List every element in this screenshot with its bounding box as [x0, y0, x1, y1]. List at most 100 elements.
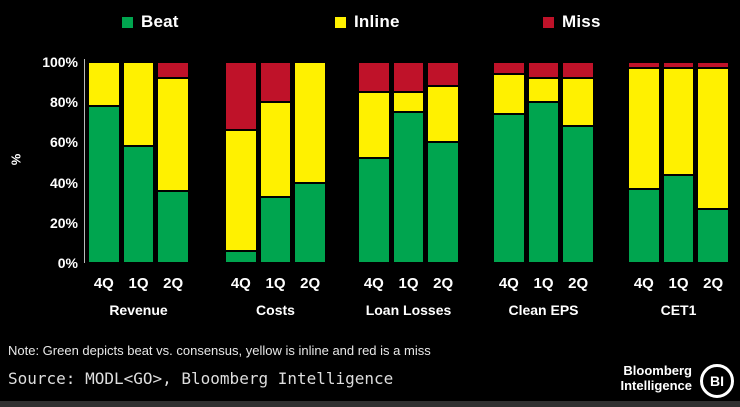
segment-miss [628, 62, 660, 69]
x-tick-1q: 1Q [668, 275, 689, 292]
segment-inline [427, 86, 460, 143]
segment-miss [358, 62, 390, 93]
stacked-bar-1q [392, 62, 425, 263]
segment-beat [294, 182, 327, 263]
segment-beat [358, 158, 390, 263]
legend-item-inline: Inline [335, 12, 400, 32]
segment-inline [392, 92, 425, 113]
segment-inline [493, 74, 525, 115]
x-axis-labels: 4Q 1Q 2Q Revenue 4Q 1Q 2Q Costs 4Q 1Q 2Q Loan Losse… [88, 275, 735, 325]
group-ticks: 4Q 1Q 2Q [628, 275, 729, 292]
segment-beat [527, 102, 560, 263]
segment-miss [427, 62, 460, 87]
stacked-bar-1q [662, 62, 695, 263]
bottom-divider [0, 401, 740, 407]
segment-inline [562, 78, 595, 127]
y-tick-80: 80% [49, 94, 78, 111]
y-axis-line [84, 59, 85, 263]
x-tick-1q: 1Q [265, 275, 286, 292]
group-title-row: Loan Losses [358, 302, 459, 318]
group-ticks: 4Q 1Q 2Q [493, 275, 594, 292]
plot-area [88, 62, 735, 263]
group-title: Revenue [109, 302, 168, 318]
y-axis-ticks: 0% 20% 40% 60% 80% 100% [0, 54, 78, 271]
segment-inline [157, 78, 190, 191]
stacked-bar-2q [157, 62, 190, 263]
segment-beat [697, 208, 730, 263]
segment-miss [697, 62, 730, 69]
legend-item-miss: Miss [543, 12, 601, 32]
stacked-bar-4q [628, 62, 660, 263]
beat-swatch-icon [122, 16, 133, 28]
x-tick-2q: 2Q [703, 275, 724, 292]
segment-beat [562, 126, 595, 263]
chart-note: Note: Green depicts beat vs. consensus, … [8, 343, 431, 358]
group-ticks: 4Q 1Q 2Q [225, 275, 326, 292]
legend-item-beat: Beat [122, 12, 179, 32]
x-tick-2q: 2Q [433, 275, 454, 292]
segment-miss [493, 62, 525, 75]
stacked-bar-4q [88, 62, 120, 263]
segment-inline [294, 62, 327, 183]
stacked-bar-1q [259, 62, 292, 263]
segment-miss [259, 62, 292, 103]
segment-miss [662, 62, 695, 69]
segment-beat [392, 112, 425, 263]
wordmark-line1: Bloomberg [623, 363, 692, 378]
segment-beat [493, 114, 525, 263]
segment-miss [562, 62, 595, 79]
segment-beat [259, 196, 292, 263]
stacked-bar-2q [562, 62, 595, 263]
segment-inline [358, 92, 390, 159]
legend-label: Miss [562, 12, 601, 31]
group-ticks: 4Q 1Q 2Q [358, 275, 459, 292]
stacked-bar-4q [493, 62, 525, 263]
segment-beat [628, 188, 660, 263]
group-ticks: 4Q 1Q 2Q [88, 275, 189, 292]
stacked-bar-1q [122, 62, 155, 263]
segment-inline [259, 102, 292, 197]
y-tick-20: 20% [49, 214, 78, 231]
bar-group-revenue [88, 62, 190, 263]
stacked-bar-2q [697, 62, 730, 263]
x-tick-1q: 1Q [128, 275, 149, 292]
x-tick-4q: 4Q [363, 275, 384, 292]
stacked-bar-4q [358, 62, 390, 263]
bar-group-clean-eps [493, 62, 595, 263]
stacked-bar-2q [294, 62, 327, 263]
x-tick-2q: 2Q [568, 275, 589, 292]
x-tick-1q: 1Q [398, 275, 419, 292]
x-tick-4q: 4Q [93, 275, 114, 292]
chart-source: Source: MODL<GO>, Bloomberg Intelligence [8, 369, 394, 388]
bar-group-loan-losses [358, 62, 460, 263]
segment-beat [225, 250, 257, 263]
group-title: CET1 [660, 302, 697, 318]
segment-miss [392, 62, 425, 93]
y-tick-0: 0% [57, 255, 78, 271]
x-tick-2q: 2Q [163, 275, 184, 292]
segment-miss [157, 62, 190, 79]
inline-swatch-icon [335, 16, 346, 28]
bar-group-cet1 [628, 62, 730, 263]
y-tick-60: 60% [49, 134, 78, 151]
bloomberg-intelligence-wordmark: Bloomberg Intelligence [620, 363, 692, 393]
bi-logo-badge: BI [700, 364, 734, 398]
segment-beat [662, 174, 695, 263]
segment-inline [527, 78, 560, 103]
x-tick-4q: 4Q [230, 275, 251, 292]
wordmark-line2: Intelligence [620, 378, 692, 393]
group-title-row: CET1 [628, 302, 729, 318]
group-title: Clean EPS [508, 302, 579, 318]
x-tick-4q: 4Q [633, 275, 654, 292]
group-title: Loan Losses [365, 302, 452, 318]
legend-label: Beat [141, 12, 179, 31]
group-title-row: Revenue [88, 302, 189, 318]
segment-inline [662, 68, 695, 175]
segment-miss [225, 62, 257, 131]
segment-beat [157, 190, 190, 263]
segment-inline [697, 68, 730, 209]
segment-inline [122, 62, 155, 147]
segment-inline [88, 62, 120, 107]
group-title-row: Costs [225, 302, 326, 318]
